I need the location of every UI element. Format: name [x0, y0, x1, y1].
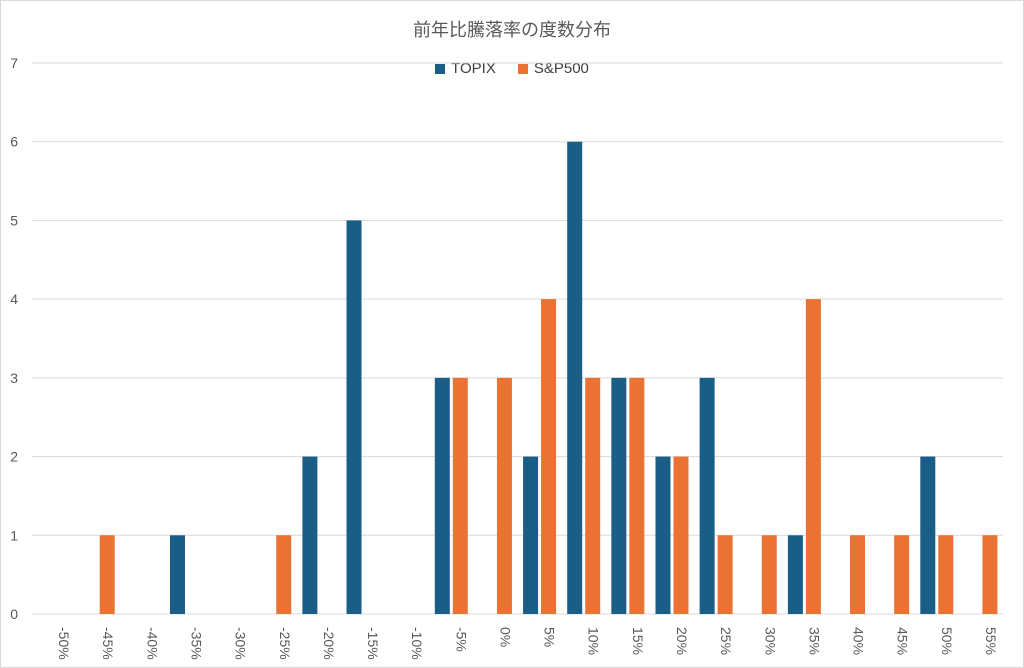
bar-sp500 — [717, 535, 733, 614]
x-tick-label: -15% — [365, 627, 381, 660]
legend-item-sp500: S&P500 — [517, 60, 589, 77]
x-tick-label: 25% — [718, 627, 734, 655]
y-tick-label: 6 — [10, 134, 18, 150]
bar-topix — [523, 456, 539, 614]
x-tick-label: 20% — [674, 627, 690, 655]
bar-sp500 — [99, 535, 115, 614]
bar-sp500 — [496, 377, 512, 614]
x-tick-label: 55% — [983, 627, 999, 655]
y-tick-label: 7 — [10, 55, 18, 71]
y-tick-label: 0 — [10, 606, 18, 622]
x-tick-label: -20% — [321, 627, 337, 660]
legend-label-sp500: S&P500 — [533, 60, 589, 77]
x-tick-label: 0% — [497, 627, 513, 647]
bar-sp500 — [541, 299, 557, 614]
x-tick-label: -30% — [233, 627, 249, 660]
legend-swatch-sp500 — [517, 63, 528, 74]
x-tick-label: -50% — [56, 627, 72, 660]
x-tick-label: 45% — [895, 627, 911, 655]
bar-topix — [567, 141, 583, 614]
legend-swatch-topix — [435, 63, 446, 74]
x-tick-label: -25% — [277, 627, 293, 660]
x-tick-label: -35% — [188, 627, 204, 660]
bar-sp500 — [629, 377, 645, 614]
bar-topix — [434, 377, 450, 614]
bar-sp500 — [585, 377, 601, 614]
legend-label-topix: TOPIX — [451, 60, 496, 77]
x-tick-label: 50% — [939, 627, 955, 655]
legend: TOPIX S&P500 — [0, 60, 1024, 77]
y-tick-label: 1 — [10, 527, 18, 543]
x-tick-label: -45% — [100, 627, 116, 660]
x-tick-label: 15% — [630, 627, 646, 655]
bar-topix — [169, 535, 185, 614]
x-tick-label: 40% — [851, 627, 867, 655]
x-tick-label: 35% — [806, 627, 822, 655]
x-tick-label: 30% — [762, 627, 778, 655]
y-tick-label: 4 — [10, 291, 18, 307]
bar-topix — [611, 377, 627, 614]
bar-sp500 — [894, 535, 910, 614]
legend-item-topix: TOPIX — [435, 60, 496, 77]
chart-title: 前年比騰落率の度数分布 — [413, 20, 611, 41]
y-tick-label: 5 — [10, 212, 18, 228]
bar-sp500 — [850, 535, 866, 614]
bar-topix — [920, 456, 936, 614]
bar-sp500 — [761, 535, 777, 614]
x-tick-label: -40% — [144, 627, 160, 660]
y-tick-label: 3 — [10, 370, 18, 386]
bar-topix — [655, 456, 671, 614]
bar-topix — [302, 456, 318, 614]
bar-topix — [699, 377, 715, 614]
bar-sp500 — [673, 456, 689, 614]
x-tick-label: 5% — [542, 627, 558, 647]
x-tick-label: -5% — [453, 627, 469, 652]
x-tick-label: 10% — [586, 627, 602, 655]
x-tick-label: -10% — [409, 627, 425, 660]
bar-sp500 — [276, 535, 292, 614]
bar-sp500 — [805, 299, 821, 614]
bar-sp500 — [938, 535, 954, 614]
y-tick-label: 2 — [10, 449, 18, 465]
bar-topix — [787, 535, 803, 614]
bar-sp500 — [452, 377, 468, 614]
bar-sp500 — [982, 535, 998, 614]
bar-topix — [346, 220, 362, 614]
